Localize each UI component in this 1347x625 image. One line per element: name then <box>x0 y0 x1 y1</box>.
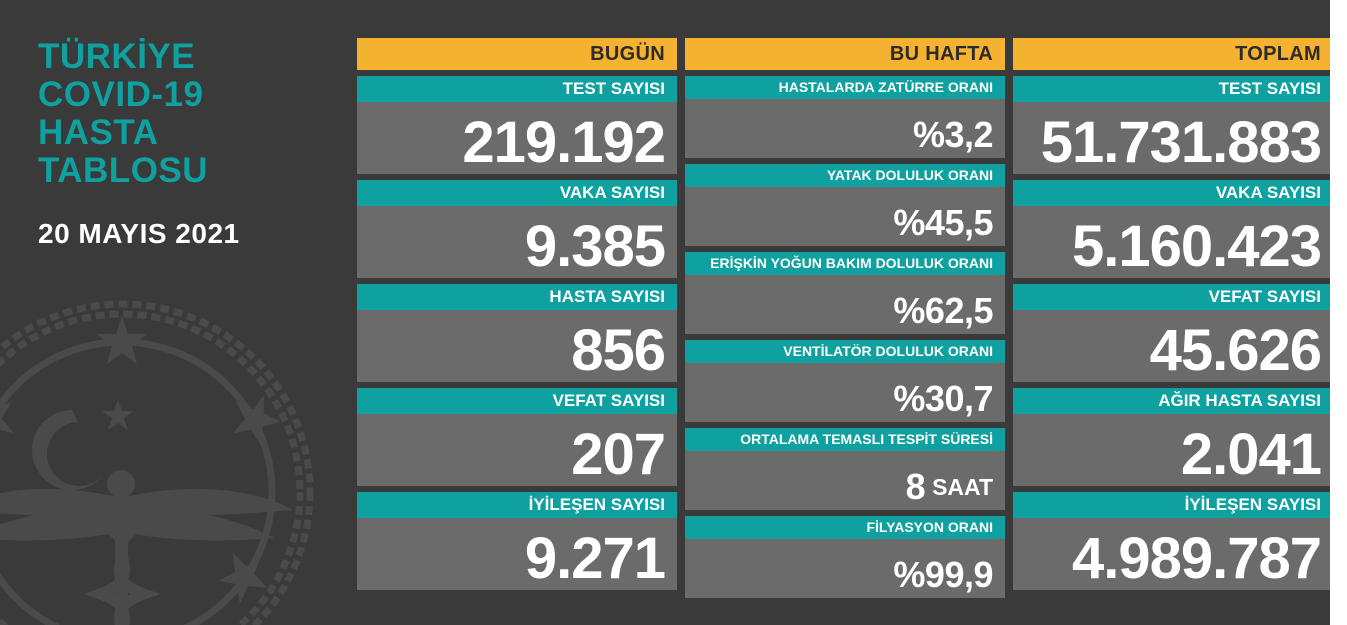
stat-cell: İYİLEŞEN SAYISI 4.989.787 <box>1013 492 1330 590</box>
title-panel: TÜRKİYE COVID-19 HASTA TABLOSU 20 MAYIS … <box>38 38 338 250</box>
stat-value: 45.626 <box>1013 310 1330 382</box>
stats-columns: BUGÜN TEST SAYISI 219.192 VAKA SAYISI 9.… <box>357 38 1330 598</box>
stat-cell: ORTALAMA TEMASLI TESPİT SÜRESİ 8 SAAT <box>685 428 1005 510</box>
stat-value: %62,5 <box>685 275 1005 334</box>
page-title: TÜRKİYE COVID-19 HASTA TABLOSU <box>38 37 209 190</box>
report-date: 20 MAYIS 2021 <box>38 218 240 249</box>
stat-label: İYİLEŞEN SAYISI <box>357 492 677 518</box>
stat-value: %30,7 <box>685 363 1005 422</box>
stat-cell: VAKA SAYISI 9.385 <box>357 180 677 278</box>
column-bu-hafta: BU HAFTA HASTALARDA ZATÜRRE ORANI %3,2 Y… <box>685 38 1005 598</box>
stat-label: TEST SAYISI <box>357 76 677 102</box>
column-toplam: TOPLAM TEST SAYISI 51.731.883 VAKA SAYIS… <box>1013 38 1330 598</box>
stat-label: VAKA SAYISI <box>1013 180 1330 206</box>
stat-cell: AĞIR HASTA SAYISI 2.041 <box>1013 388 1330 486</box>
stat-label: VENTİLATÖR DOLULUK ORANI <box>685 340 1005 363</box>
stat-value: %3,2 <box>685 99 1005 158</box>
stat-value: %45,5 <box>685 187 1005 246</box>
stat-value: 207 <box>357 414 677 486</box>
stat-number: %99,9 <box>893 554 993 595</box>
stat-value: 9.271 <box>357 518 677 590</box>
stat-number: 8 <box>905 466 926 507</box>
stat-cell: VEFAT SAYISI 45.626 <box>1013 284 1330 382</box>
stat-cell: ERİŞKİN YOĞUN BAKIM DOLULUK ORANI %62,5 <box>685 252 1005 334</box>
stat-cell: İYİLEŞEN SAYISI 9.271 <box>357 492 677 590</box>
stat-label: TEST SAYISI <box>1013 76 1330 102</box>
column-header-bu-hafta: BU HAFTA <box>685 38 1005 70</box>
stat-cell: TEST SAYISI 219.192 <box>357 76 677 174</box>
stat-label: AĞIR HASTA SAYISI <box>1013 388 1330 414</box>
stat-label: VEFAT SAYISI <box>357 388 677 414</box>
stat-value: %99,9 <box>685 539 1005 598</box>
stat-label: VAKA SAYISI <box>357 180 677 206</box>
column-header-bugun: BUGÜN <box>357 38 677 70</box>
stat-label: YATAK DOLULUK ORANI <box>685 164 1005 187</box>
stat-number: %62,5 <box>893 290 993 331</box>
stat-cell: VEFAT SAYISI 207 <box>357 388 677 486</box>
stat-cell: FİLYASYON ORANI %99,9 <box>685 516 1005 598</box>
stat-label: ORTALAMA TEMASLI TESPİT SÜRESİ <box>685 428 1005 451</box>
stat-value: 5.160.423 <box>1013 206 1330 278</box>
stat-label: VEFAT SAYISI <box>1013 284 1330 310</box>
stat-cell: VENTİLATÖR DOLULUK ORANI %30,7 <box>685 340 1005 422</box>
stat-value: 8 SAAT <box>685 451 1005 510</box>
stat-label: FİLYASYON ORANI <box>685 516 1005 539</box>
stat-number: %45,5 <box>893 202 993 243</box>
stat-cell: YATAK DOLULUK ORANI %45,5 <box>685 164 1005 246</box>
stat-cell: TEST SAYISI 51.731.883 <box>1013 76 1330 174</box>
stat-label: HASTALARDA ZATÜRRE ORANI <box>685 76 1005 99</box>
stat-number: %30,7 <box>893 378 993 419</box>
stat-label: İYİLEŞEN SAYISI <box>1013 492 1330 518</box>
stat-value: 9.385 <box>357 206 677 278</box>
ministry-of-health-emblem-icon <box>0 300 314 625</box>
stat-label: ERİŞKİN YOĞUN BAKIM DOLULUK ORANI <box>685 252 1005 275</box>
stat-value: 4.989.787 <box>1013 518 1330 590</box>
stat-cell: VAKA SAYISI 5.160.423 <box>1013 180 1330 278</box>
stat-cell: HASTALARDA ZATÜRRE ORANI %3,2 <box>685 76 1005 158</box>
stat-cell: HASTA SAYISI 856 <box>357 284 677 382</box>
stat-value: 2.041 <box>1013 414 1330 486</box>
stat-value: 856 <box>357 310 677 382</box>
stat-unit: SAAT <box>932 474 993 500</box>
stat-number: %3,2 <box>912 114 994 155</box>
column-bugun: BUGÜN TEST SAYISI 219.192 VAKA SAYISI 9.… <box>357 38 677 598</box>
column-header-toplam: TOPLAM <box>1013 38 1330 70</box>
stat-value: 219.192 <box>357 102 677 174</box>
stat-label: HASTA SAYISI <box>357 284 677 310</box>
stat-value: 51.731.883 <box>1013 102 1330 174</box>
